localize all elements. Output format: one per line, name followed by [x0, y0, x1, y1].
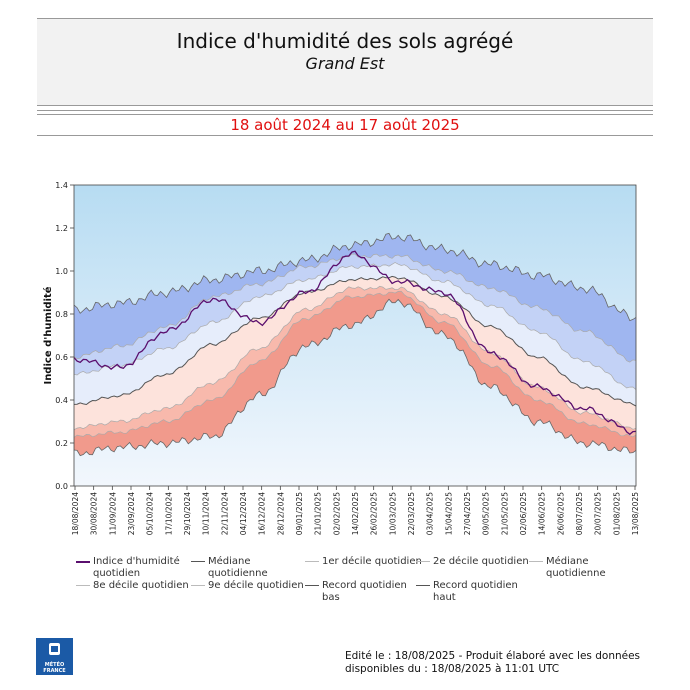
- legend-item-median-2: Médiane quotidienne: [529, 556, 626, 580]
- series-line-index: [73, 250, 637, 436]
- legend-swatch: [76, 561, 90, 563]
- x-tick-label: 05/10/2024: [146, 492, 155, 535]
- x-tick-label: 17/10/2024: [164, 492, 173, 535]
- x-tick-label: 30/08/2024: [90, 492, 99, 535]
- legend-swatch: [416, 585, 430, 586]
- legend-swatch: [305, 585, 319, 586]
- x-tick-label: 09/01/2025: [295, 492, 304, 535]
- x-tick-label: 27/04/2025: [463, 492, 472, 535]
- meteo-france-logo: MÉTÉO FRANCE: [36, 638, 73, 675]
- legend-swatch: [191, 561, 205, 562]
- footer-line-2: disponibles du : 18/08/2025 à 11:01 UTC: [345, 663, 560, 675]
- legend-item-decile8: 8e décile quotidien: [76, 580, 193, 592]
- x-tick-label: 11/09/2024: [108, 492, 117, 535]
- x-tick-label: 04/12/2024: [239, 492, 248, 535]
- x-tick-label: 02/02/2025: [332, 492, 341, 535]
- legend-item-decile1: 1er décile quotidien: [305, 556, 432, 568]
- legend-label: 2e décile quotidien: [433, 556, 529, 567]
- y-tick-label: 0.8: [55, 310, 68, 319]
- series-line-record-low: [73, 298, 637, 457]
- x-tick-label: 16/12/2024: [258, 492, 267, 535]
- legend-label: Record quotidien haut: [433, 580, 518, 603]
- series-line-median: [73, 275, 637, 407]
- legend-item-index: Indice d'humidité quotidien: [76, 556, 183, 580]
- y-tick-label: 0.4: [55, 396, 68, 405]
- legend-swatch: [305, 561, 319, 562]
- x-tick-label: 23/09/2024: [127, 492, 136, 535]
- x-tick-label: 21/05/2025: [500, 492, 509, 535]
- x-tick-label: 01/08/2025: [612, 492, 621, 535]
- band-record-low: [74, 291, 636, 456]
- x-tick-label: 09/05/2025: [482, 492, 491, 535]
- y-axis-label: Indice d'humidité: [42, 286, 54, 384]
- series-line-decile-9: [73, 253, 637, 363]
- y-tick-label: 0.0: [55, 482, 68, 491]
- legend-label: Médiane quotidienne: [208, 556, 268, 579]
- x-tick-label: 26/06/2025: [556, 492, 565, 535]
- y-tick-label: 0.6: [55, 353, 68, 362]
- x-tick-label: 03/04/2025: [426, 492, 435, 535]
- logo-text-2: FRANCE: [43, 668, 66, 674]
- legend-label: Indice d'humidité quotidien: [93, 556, 180, 579]
- x-tick-label: 21/01/2025: [314, 492, 323, 535]
- x-tick-label: 14/06/2025: [538, 492, 547, 535]
- band-record-high: [74, 233, 636, 363]
- divider: [37, 110, 653, 111]
- y-tick-label: 1.2: [55, 224, 68, 233]
- x-tick-label: 15/04/2025: [444, 492, 453, 535]
- x-tick-label: 13/08/2025: [631, 492, 640, 535]
- logo-icon: [49, 643, 60, 655]
- legend-swatch: [529, 561, 543, 562]
- x-tick-label: 02/06/2025: [519, 492, 528, 535]
- legend-swatch: [76, 585, 90, 586]
- band-decile-1: [74, 286, 636, 438]
- page-subtitle: Grand Est: [305, 54, 385, 73]
- legend-label: 1er décile quotidien: [322, 556, 422, 567]
- x-tick-label: 18/08/2024: [71, 492, 80, 535]
- legend-item-decile2: 2e décile quotidien: [416, 556, 543, 568]
- x-tick-label: 20/07/2025: [594, 492, 603, 535]
- x-tick-label: 29/10/2024: [183, 492, 192, 535]
- legend-label: Record quotidien bas: [322, 580, 407, 603]
- legend-item-record-high: Record quotidien haut: [416, 580, 523, 604]
- x-tick-label: 14/02/2025: [351, 492, 360, 535]
- period-label: 18 août 2024 au 17 août 2025: [230, 116, 460, 134]
- legend-label: Médiane quotidienne: [546, 556, 606, 579]
- legend-item-median: Médiane quotidienne: [191, 556, 288, 580]
- legend-swatch: [191, 585, 205, 586]
- legend-item-decile9: 9e décile quotidien: [191, 580, 308, 592]
- band-decile-8: [74, 262, 636, 406]
- logo-text-1: MÉTÉO: [44, 662, 65, 668]
- x-tick-label: 08/07/2025: [575, 492, 584, 535]
- legend-swatch: [416, 561, 430, 562]
- period-panel: 18 août 2024 au 17 août 2025: [37, 114, 653, 136]
- x-tick-label: 10/03/2025: [388, 492, 397, 535]
- legend-item-record-low: Record quotidien bas: [305, 580, 412, 604]
- x-tick-label: 22/11/2024: [220, 492, 229, 535]
- footer-line-1: Edité le : 18/08/2025 - Produit élaboré …: [345, 650, 641, 662]
- series-line-decile-2: [73, 285, 637, 431]
- chart: 0.0 0.2 0.4 0.6 0.8 1.0 1.2 1.4 Indice d'humidit…: [42, 181, 640, 535]
- footer-note: Edité le : 18/08/2025 - Produit élaboré …: [345, 650, 640, 676]
- legend-label: 9e décile quotidien: [208, 580, 304, 591]
- page-title: Indice d'humidité des sols agrégé: [176, 29, 514, 53]
- series-line-decile-8: [73, 262, 637, 390]
- x-tick-label: 28/12/2024: [276, 492, 285, 535]
- series-line-decile-1: [73, 290, 637, 438]
- band-decile-2: [74, 276, 636, 430]
- x-tick-label: 26/02/2025: [370, 492, 379, 535]
- y-tick-label: 0.2: [55, 439, 68, 448]
- x-tick-label: 10/11/2024: [202, 492, 211, 535]
- x-tick-label: 22/03/2025: [407, 492, 416, 535]
- y-tick-label: 1.4: [55, 181, 68, 190]
- legend-label: 8e décile quotidien: [93, 580, 189, 591]
- series-line-record-high: [73, 232, 637, 322]
- band-decile-9: [74, 254, 636, 390]
- header-panel: Indice d'humidité des sols agrégé Grand …: [37, 18, 653, 106]
- y-tick-label: 1.0: [55, 267, 68, 276]
